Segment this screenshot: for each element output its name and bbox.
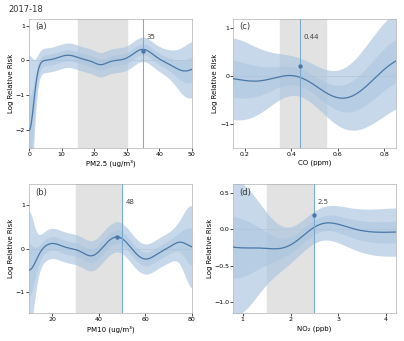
Text: 0.44: 0.44 bbox=[304, 34, 319, 40]
Point bbox=[297, 64, 304, 69]
Point bbox=[140, 48, 146, 54]
Bar bbox=[280, 18, 326, 148]
Bar bbox=[267, 184, 314, 313]
Text: 2.5: 2.5 bbox=[318, 199, 329, 206]
Text: 35: 35 bbox=[146, 34, 155, 40]
Text: (b): (b) bbox=[36, 188, 48, 197]
X-axis label: PM2.5 (ug/m³): PM2.5 (ug/m³) bbox=[86, 160, 135, 167]
Text: 2017-18: 2017-18 bbox=[8, 5, 43, 14]
Y-axis label: Log Relative Risk: Log Relative Risk bbox=[8, 219, 15, 278]
Text: (d): (d) bbox=[240, 188, 252, 197]
Text: (a): (a) bbox=[36, 23, 47, 31]
X-axis label: PM10 (ug/m³): PM10 (ug/m³) bbox=[86, 325, 134, 333]
Y-axis label: Log Relative Risk: Log Relative Risk bbox=[213, 54, 219, 113]
Point bbox=[311, 212, 318, 217]
Bar bbox=[78, 18, 126, 148]
X-axis label: NO₂ (ppb): NO₂ (ppb) bbox=[297, 325, 332, 332]
Y-axis label: Log Relative Risk: Log Relative Risk bbox=[8, 54, 14, 113]
Point bbox=[114, 234, 120, 239]
Text: 48: 48 bbox=[125, 199, 134, 206]
Bar bbox=[76, 184, 122, 313]
Y-axis label: Log Relative Risk: Log Relative Risk bbox=[206, 219, 213, 278]
Text: (c): (c) bbox=[240, 23, 251, 31]
X-axis label: CO (ppm): CO (ppm) bbox=[298, 160, 331, 166]
